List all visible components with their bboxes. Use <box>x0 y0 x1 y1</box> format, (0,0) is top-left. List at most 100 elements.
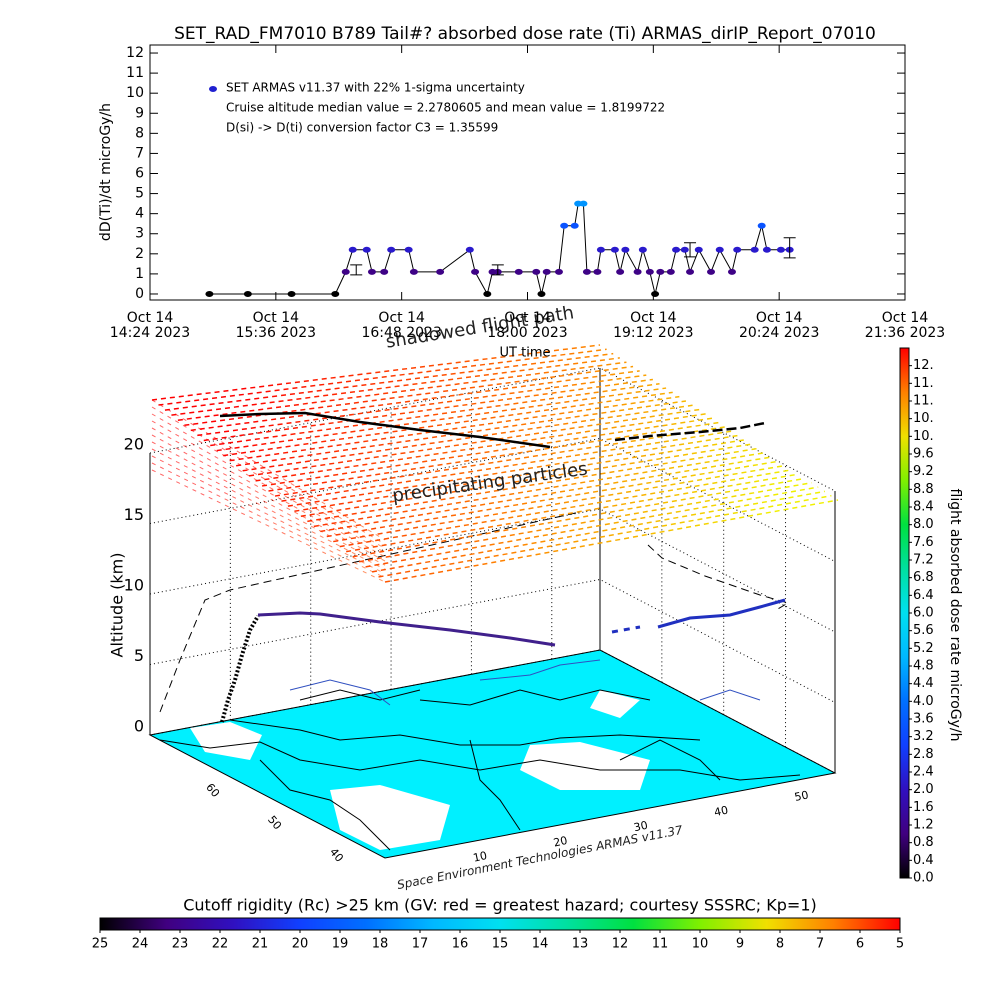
colorbar-tick-label: 4.8 <box>913 659 934 674</box>
y-tick-label: 6 <box>135 166 144 182</box>
particle-layer <box>197 374 647 437</box>
x-tick-label: 21:36 2023 <box>865 325 945 341</box>
grid-line <box>149 367 836 492</box>
data-point <box>532 268 541 275</box>
colorbar-tick-label: 11. <box>913 394 934 409</box>
data-point <box>465 246 474 253</box>
colorbar-tick-label: 15 <box>492 937 509 952</box>
particle-layer <box>358 482 812 563</box>
particle-layer <box>320 456 773 533</box>
legend-label: SET ARMAS v11.37 with 22% 1-sigma uncert… <box>226 81 525 95</box>
colorbar-label: Cutoff rigidity (Rc) >25 km (GV: red = g… <box>183 896 817 915</box>
particle-layer <box>151 399 386 541</box>
data-point <box>243 290 252 297</box>
colorbar-tick-label: 6 <box>856 937 864 952</box>
error-bar <box>783 237 796 259</box>
data-point <box>686 268 695 275</box>
colorbar-tick-label: 5 <box>896 937 904 952</box>
annotation: D(si) -> D(ti) conversion factor C3 = 1.… <box>226 121 498 135</box>
particle-layer <box>333 464 786 543</box>
colorbar-tick-label: 25 <box>92 937 109 952</box>
particle-layer <box>151 448 386 570</box>
colorbar-tick-label: 5.6 <box>913 623 934 638</box>
colorbar-tick-label: 1.6 <box>913 800 934 815</box>
particle-layer <box>339 469 792 548</box>
particle-layer <box>346 473 799 553</box>
x-tick-label: 18:00 2023 <box>487 325 567 341</box>
z-tick-label: 20 <box>124 435 144 454</box>
y-tick-label: 4 <box>135 206 144 222</box>
y-tick-label: 8 <box>135 125 144 141</box>
flight-path <box>657 598 786 629</box>
data-point <box>404 246 413 253</box>
particle-layer <box>384 499 839 583</box>
colorbar-tick-label: 19 <box>332 937 349 952</box>
data-point <box>762 246 771 253</box>
map-water <box>590 690 640 718</box>
colorbar-tick-label: 14 <box>532 937 549 952</box>
particle-layer <box>281 430 733 502</box>
colorbar-tick-label: 18 <box>372 937 389 952</box>
y-tick-label: 9 <box>135 105 144 121</box>
particle-layer <box>242 404 693 472</box>
particle-layer <box>326 460 779 538</box>
map-border <box>299 689 421 701</box>
error-bar <box>491 264 504 276</box>
colorbar-tick-label: 9.6 <box>913 447 934 462</box>
data-point <box>579 200 588 207</box>
y-tick-label: 3 <box>135 226 144 242</box>
y-axis-label: dD(Ti)/dt microGy/h <box>98 103 114 241</box>
data-point <box>570 222 579 229</box>
particle-layer <box>229 395 680 462</box>
data-point <box>542 268 551 275</box>
particle-layer <box>255 413 706 482</box>
particle-layer <box>177 361 627 421</box>
data-point <box>672 246 681 253</box>
colorbar-tick-label: 12 <box>612 937 629 952</box>
x-tick-label: Oct 14 <box>253 310 300 326</box>
z-tick-label: 10 <box>124 576 144 595</box>
map-border <box>469 739 521 831</box>
x-tick-label: 15:36 2023 <box>236 325 316 341</box>
particle-layer <box>352 477 806 558</box>
data-point <box>715 246 724 253</box>
colorbar-tick-label: 13 <box>572 937 589 952</box>
colorbar-label: flight absorbed dose rate microGy/h <box>947 489 963 742</box>
data-point <box>733 246 742 253</box>
colorbar-tick-label: 6.0 <box>913 606 934 621</box>
shadow-path <box>614 421 766 442</box>
colorbar-tick-label: 8.0 <box>913 517 934 532</box>
flight-shadow <box>647 544 790 611</box>
data-point <box>380 268 389 275</box>
data-point <box>666 268 675 275</box>
map-border <box>229 719 701 746</box>
colorbar-tick-label: 9 <box>736 937 744 952</box>
grid-line <box>149 649 836 774</box>
colorbar-tick-label: 7.6 <box>913 535 934 550</box>
data-point <box>483 290 492 297</box>
data-point <box>656 268 665 275</box>
y-tick-label: 5 <box>135 186 144 202</box>
map-water <box>520 742 650 790</box>
colorbar-tick-label: 4.0 <box>913 694 934 709</box>
colorbar-tick-label: 2.4 <box>913 765 934 780</box>
map-river <box>699 689 761 701</box>
colorbar-tick-label: 10. <box>913 429 934 444</box>
colorbar-tick-label: 20 <box>292 937 309 952</box>
particle-layer <box>151 344 601 401</box>
chart-title: SET_RAD_FM7010 B789 Tail#? absorbed dose… <box>174 24 876 44</box>
particle-layer <box>151 406 386 545</box>
colorbar-tick-label: 16 <box>452 937 469 952</box>
colorbar-tick-label: 6.4 <box>913 588 934 603</box>
y-tick-label: 7 <box>135 145 144 161</box>
y-tick-label: 10 <box>126 85 144 101</box>
colorbar <box>99 917 901 931</box>
error-bar <box>350 264 363 276</box>
data-point <box>645 268 654 275</box>
x-tick-label: 19:12 2023 <box>613 325 693 341</box>
map-river <box>289 679 391 706</box>
data-point <box>537 290 546 297</box>
flight-path <box>220 615 260 723</box>
particle-layer <box>151 455 386 575</box>
